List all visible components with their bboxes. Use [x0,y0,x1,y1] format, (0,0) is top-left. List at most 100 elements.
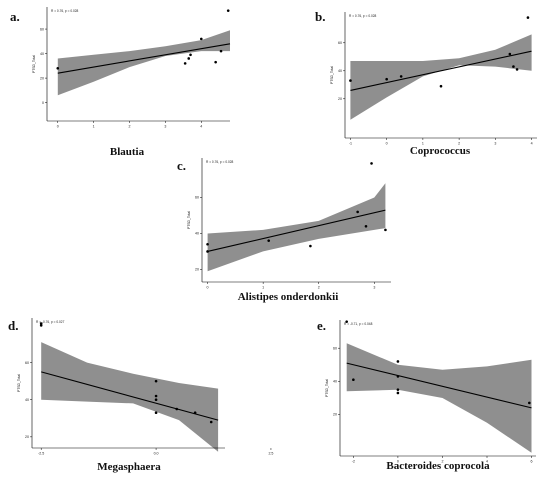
y-tick-label: 20 [338,97,342,101]
y-tick-label: 40 [40,52,44,56]
data-point [154,394,158,398]
x-tick-label: 3 [494,142,496,146]
data-point [370,162,373,165]
stat-annotation: R = 0.76, p = 0.028 [51,9,79,13]
y-tick-label: 60 [25,361,29,365]
data-point [183,62,187,65]
y-tick-label: 40 [25,398,29,402]
stat-annotation: R = 0.76, p = 0.028 [206,160,234,164]
y-axis-label: PTSD_Total [17,374,21,392]
chart-svg: 0 1 2 3 20 40 60 PTSD_Total R = 0.76, p = 0.028 [187,158,391,290]
x-tick-label: -2 [352,460,355,464]
panel-letter: c. [177,158,187,173]
x-tick-label: 2 [129,125,131,129]
data-point [396,360,400,363]
data-point [154,411,158,415]
x-tick-label: 4 [486,460,488,464]
x-tick-label: 3 [164,125,166,129]
confidence-band [207,183,386,272]
x-tick-label: 0 [386,142,388,146]
data-point [385,77,388,81]
stat-annotation: R = -0.76, p = 0.027 [36,320,65,324]
data-point [39,324,43,327]
data-point [528,401,531,405]
data-point [199,37,203,41]
data-point [267,239,271,242]
regression-line [41,371,219,421]
chart-svg: -2 0 2 4 6 20 40 60 PTSD_Total R = -0.71, p = 0.0… [325,320,536,464]
panel-label: Bacteroides coprocola [386,460,490,472]
y-tick-label: 20 [195,268,199,272]
data-point [154,398,158,402]
data-point [226,9,230,12]
x-tick-label: -1 [349,142,352,146]
regression-line [346,362,532,409]
regression-line [350,50,532,91]
data-point [175,407,179,411]
data-point [193,411,197,415]
x-tick-label: 0 [397,460,399,464]
data-point [349,79,352,82]
x-tick-label: 2 [458,142,460,146]
data-point [352,378,355,382]
panel-d: d. -2.5 0.0 2.5 20 40 60 PTSD_Total R = -0.76, … [0,310,273,479]
data-point [39,322,43,325]
data-point [209,420,213,424]
x-tick-label: 0 [207,286,209,290]
data-point [515,68,519,71]
data-point [399,75,403,78]
y-axis-label: PTSD_Total [187,211,191,229]
data-point [526,16,530,19]
data-point [189,53,192,57]
x-tick-label: 0.0 [154,452,159,456]
data-point [396,388,400,391]
data-point [508,52,512,56]
data-point [364,224,368,228]
data-point [512,65,515,68]
regression-line [57,43,231,74]
y-axis-label: PTSD_Total [32,55,36,73]
panel-label: Coprococcus [409,145,471,157]
x-tick-label: 6 [531,460,533,464]
panel-a: a. 0 1 2 3 4 0 20 40 60 PTSD_Total R = 0.76, p = 0… [0,0,270,158]
x-tick-label: 2.5 [268,452,273,456]
confidence-band [350,34,532,120]
confidence-band [57,30,230,96]
x-tick-label: 1 [93,125,95,129]
data-point [214,60,217,64]
panel-e: e. -2 0 2 4 6 20 40 60 PTSD_Total R = -0.71, p = … [310,310,550,479]
panel-b: b. -1 0 1 2 3 4 20 40 60 PTSD_Total R = 0.76, p = … [275,0,550,158]
y-axis-label: PTSD_Total [330,66,334,84]
y-tick-label: 40 [333,380,337,384]
confidence-band [346,343,532,453]
x-tick-label: 1 [262,286,264,290]
data-point [56,66,60,70]
data-point [356,210,359,214]
y-tick-label: 60 [338,41,342,45]
panel-c: c. 0 1 2 3 20 40 60 PTSD_Total R = 0.76, p = 0.0… [150,150,400,305]
y-tick-label: 0 [42,101,44,105]
data-point [154,379,158,383]
chart-svg: -1 0 1 2 3 4 20 40 60 PTSD_Total R = 0.76, p = 0.0… [330,12,537,146]
confidence-band [41,342,219,452]
panel-letter: b. [315,9,326,24]
x-tick-label: 2 [318,286,320,290]
x-tick-label: 1 [422,142,424,146]
y-tick-label: 60 [333,346,337,350]
data-point [384,228,387,232]
x-tick-label: 4 [531,142,533,146]
x-tick-label: 4 [200,125,202,129]
x-tick-label: 3 [373,286,375,290]
data-point [206,242,209,246]
data-point [309,244,312,248]
regression-line [207,209,386,252]
y-tick-label: 20 [25,435,29,439]
data-point [187,57,191,60]
data-point [219,49,223,53]
x-tick-label: -2.5 [38,452,44,456]
panel-letter: a. [10,9,20,24]
panel-label: Blautia [109,146,145,158]
panel-label: Megasphaera [97,461,161,473]
y-tick-label: 60 [195,196,199,200]
